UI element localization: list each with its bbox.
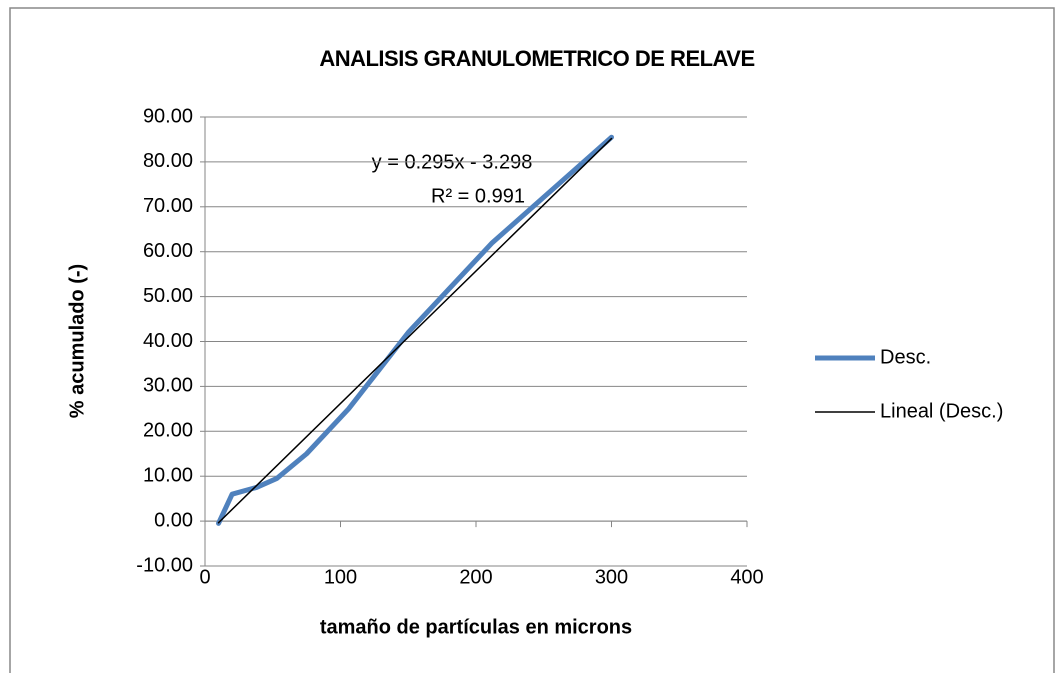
x-tick-label: 300 xyxy=(595,566,628,588)
annotation: R² = 0.991 xyxy=(431,185,525,207)
x-tick-label: 200 xyxy=(459,566,492,588)
y-tick-label: 60.00 xyxy=(143,240,193,262)
legend-label: Lineal (Desc.) xyxy=(880,400,1003,422)
x-tick-label: 100 xyxy=(324,566,357,588)
y-tick-label: -10.00 xyxy=(136,554,193,576)
y-tick-label: 0.00 xyxy=(154,509,193,531)
x-axis-label: tamaño de partículas en microns xyxy=(320,616,632,638)
y-tick-label: 80.00 xyxy=(143,150,193,172)
y-tick-label: 10.00 xyxy=(143,464,193,486)
x-tick-label: 400 xyxy=(730,566,763,588)
y-axis-label: % acumulado (-) xyxy=(66,264,88,418)
legend-label: Desc. xyxy=(880,346,931,368)
y-tick-label: 50.00 xyxy=(143,285,193,307)
y-tick-label: 20.00 xyxy=(143,420,193,442)
x-tick-label: 0 xyxy=(199,566,210,588)
chart-title: ANALISIS GRANULOMETRICO DE RELAVE xyxy=(319,46,754,71)
y-tick-label: 30.00 xyxy=(143,375,193,397)
y-tick-label: 40.00 xyxy=(143,330,193,352)
y-tick-label: 90.00 xyxy=(143,105,193,127)
series-line xyxy=(217,137,613,524)
series-line xyxy=(216,134,614,526)
y-tick-label: 70.00 xyxy=(143,195,193,217)
